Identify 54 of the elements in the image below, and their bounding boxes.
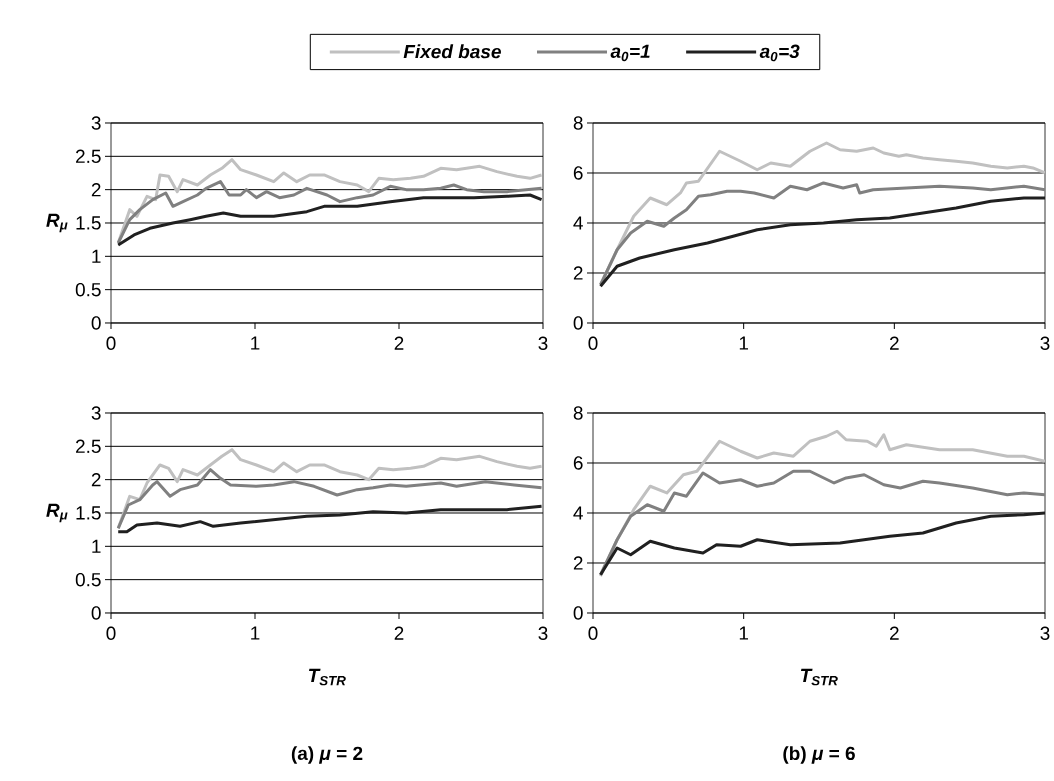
x-tick-label: 1 — [251, 336, 260, 350]
x-tick-label: 0 — [588, 336, 598, 350]
y-tick-label: 0.5 — [75, 282, 101, 297]
y-tick-label: 6 — [573, 166, 583, 180]
y-tick-label: 2.5 — [76, 439, 101, 454]
x-tick-label: 3 — [1040, 626, 1050, 640]
line-series — [599, 511, 1045, 577]
line-series — [116, 468, 543, 530]
y-tick-label: 2 — [91, 473, 101, 487]
x-tick-label: 0 — [106, 626, 116, 640]
x-tick-label: 2 — [394, 336, 404, 350]
x-tick-label: 3 — [1040, 336, 1050, 350]
y-tick-label: 6 — [573, 456, 583, 470]
x-axis-title: T$_{STR}$ — [309, 668, 346, 686]
legend-label: a$_{0}$=1 — [610, 44, 650, 62]
x-tick-label: 2 — [890, 626, 899, 640]
legend-label: a$_{0}$=3 — [759, 44, 800, 62]
y-tick-label: 0 — [91, 316, 101, 330]
text: (b) μ = 6 — [783, 746, 855, 764]
x-tick-label: 3 — [538, 336, 548, 350]
y-tick-label: 1.5 — [76, 506, 101, 520]
y-tick-label: 8 — [573, 116, 583, 130]
x-tick-label: 0 — [588, 626, 598, 640]
line-series — [116, 180, 543, 245]
y-tick-label: 0.5 — [75, 572, 101, 587]
y-axis-title: R$_{μ}$ — [46, 503, 68, 523]
x-tick-label: 2 — [890, 336, 899, 350]
y-tick-label: 4 — [573, 216, 583, 230]
legend-label: Fixed base — [403, 44, 501, 59]
y-tick-label: 2 — [573, 266, 583, 280]
y-tick-label: 3 — [91, 406, 101, 420]
x-tick-label: 3 — [538, 626, 548, 640]
y-tick-label: 1 — [92, 249, 101, 263]
y-tick-label: 0 — [91, 606, 101, 620]
x-axis-title: T$_{STR}$ — [801, 668, 838, 686]
line-series — [116, 193, 543, 247]
y-tick-label: 8 — [573, 406, 583, 420]
y-axis-title: R$_{μ}$ — [46, 213, 68, 233]
line-series — [599, 469, 1045, 577]
x-tick-label: 1 — [251, 626, 260, 640]
x-tick-label: 1 — [739, 336, 749, 350]
y-tick-label: 3 — [91, 116, 101, 130]
y-tick-label: 0 — [573, 316, 583, 330]
y-tick-label: 2.5 — [76, 149, 101, 164]
y-tick-label: 2 — [573, 556, 583, 570]
x-tick-label: 1 — [739, 626, 749, 640]
y-tick-label: 2 — [91, 183, 101, 197]
text: (a) μ = 2 — [291, 746, 363, 764]
y-tick-label: 1 — [92, 539, 101, 553]
x-tick-label: 0 — [106, 336, 116, 350]
y-tick-label: 1.5 — [76, 216, 101, 230]
x-tick-label: 2 — [394, 626, 404, 640]
y-tick-label: 4 — [573, 506, 583, 520]
y-tick-label: 0 — [573, 606, 583, 620]
